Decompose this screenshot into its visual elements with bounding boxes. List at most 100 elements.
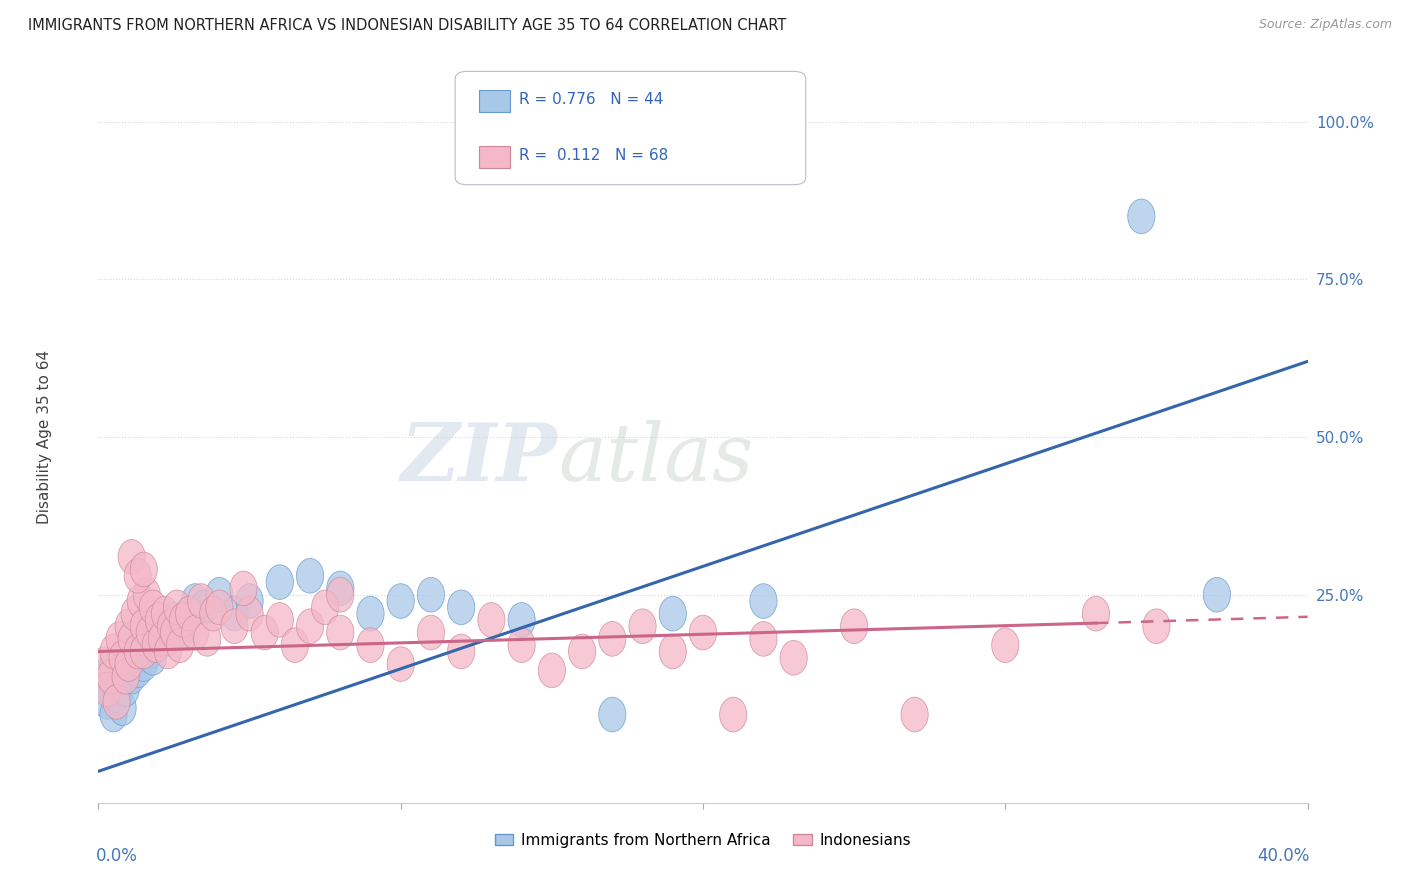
Text: ZIP: ZIP (401, 420, 558, 498)
Ellipse shape (387, 583, 415, 618)
Ellipse shape (749, 583, 778, 618)
Ellipse shape (326, 577, 354, 612)
Ellipse shape (478, 603, 505, 637)
Ellipse shape (100, 647, 127, 681)
Ellipse shape (97, 672, 124, 706)
Ellipse shape (166, 615, 194, 650)
Ellipse shape (155, 634, 181, 669)
Ellipse shape (110, 653, 136, 688)
Ellipse shape (136, 634, 163, 669)
Ellipse shape (841, 609, 868, 644)
Ellipse shape (97, 659, 124, 694)
Ellipse shape (205, 590, 233, 624)
Ellipse shape (131, 552, 157, 587)
Ellipse shape (326, 571, 354, 606)
Ellipse shape (418, 615, 444, 650)
Ellipse shape (599, 698, 626, 731)
Ellipse shape (689, 615, 717, 650)
Ellipse shape (100, 698, 127, 731)
Ellipse shape (94, 684, 121, 719)
Ellipse shape (297, 558, 323, 593)
Ellipse shape (720, 698, 747, 731)
Ellipse shape (221, 609, 247, 644)
Ellipse shape (124, 634, 152, 669)
Ellipse shape (659, 596, 686, 631)
Ellipse shape (357, 596, 384, 631)
Ellipse shape (200, 596, 226, 631)
Ellipse shape (387, 647, 415, 681)
Ellipse shape (326, 615, 354, 650)
Ellipse shape (1143, 609, 1170, 644)
Ellipse shape (568, 634, 596, 669)
Ellipse shape (118, 659, 145, 694)
Ellipse shape (266, 603, 294, 637)
Ellipse shape (749, 622, 778, 657)
Ellipse shape (121, 634, 148, 669)
Ellipse shape (134, 622, 160, 657)
Ellipse shape (127, 628, 155, 663)
Ellipse shape (112, 659, 139, 694)
Ellipse shape (148, 622, 176, 657)
Ellipse shape (152, 596, 179, 631)
Ellipse shape (131, 634, 157, 669)
Ellipse shape (166, 628, 194, 663)
Ellipse shape (991, 628, 1019, 663)
Text: 40.0%: 40.0% (1257, 847, 1310, 864)
Ellipse shape (780, 640, 807, 675)
Ellipse shape (91, 659, 118, 694)
Text: R =  0.112   N = 68: R = 0.112 N = 68 (519, 148, 668, 163)
Ellipse shape (103, 678, 131, 713)
Ellipse shape (628, 609, 657, 644)
FancyBboxPatch shape (479, 90, 509, 112)
Ellipse shape (152, 609, 179, 644)
Ellipse shape (418, 577, 444, 612)
Ellipse shape (145, 603, 173, 637)
Ellipse shape (121, 596, 148, 631)
Ellipse shape (901, 698, 928, 731)
Ellipse shape (134, 577, 160, 612)
Ellipse shape (1204, 577, 1230, 612)
Ellipse shape (91, 647, 118, 681)
Text: IMMIGRANTS FROM NORTHERN AFRICA VS INDONESIAN DISABILITY AGE 35 TO 64 CORRELATIO: IMMIGRANTS FROM NORTHERN AFRICA VS INDON… (28, 18, 786, 33)
Ellipse shape (447, 634, 475, 669)
FancyBboxPatch shape (456, 71, 806, 185)
Ellipse shape (170, 603, 197, 637)
Ellipse shape (131, 609, 157, 644)
Text: 0.0%: 0.0% (96, 847, 138, 864)
Ellipse shape (94, 672, 121, 706)
Ellipse shape (136, 615, 163, 650)
Ellipse shape (508, 603, 536, 637)
Ellipse shape (160, 615, 187, 650)
Ellipse shape (115, 640, 142, 675)
FancyBboxPatch shape (479, 146, 509, 168)
Text: R = 0.776   N = 44: R = 0.776 N = 44 (519, 92, 664, 107)
Ellipse shape (103, 684, 131, 719)
Ellipse shape (163, 590, 191, 624)
Ellipse shape (194, 622, 221, 657)
Ellipse shape (659, 634, 686, 669)
Text: Source: ZipAtlas.com: Source: ZipAtlas.com (1258, 18, 1392, 31)
Ellipse shape (110, 691, 136, 725)
Ellipse shape (266, 565, 294, 599)
Text: atlas: atlas (558, 420, 754, 498)
Ellipse shape (297, 609, 323, 644)
Ellipse shape (205, 577, 233, 612)
Ellipse shape (157, 609, 184, 644)
Ellipse shape (221, 596, 247, 631)
Ellipse shape (115, 609, 142, 644)
Ellipse shape (181, 615, 208, 650)
Ellipse shape (155, 622, 181, 657)
Ellipse shape (160, 603, 187, 637)
Ellipse shape (118, 540, 145, 574)
Ellipse shape (281, 628, 308, 663)
Ellipse shape (139, 590, 166, 624)
Ellipse shape (139, 640, 166, 675)
Ellipse shape (110, 640, 136, 675)
Ellipse shape (112, 672, 139, 706)
Ellipse shape (599, 622, 626, 657)
Ellipse shape (236, 583, 263, 618)
Ellipse shape (176, 596, 202, 631)
Ellipse shape (538, 653, 565, 688)
Ellipse shape (142, 628, 170, 663)
Ellipse shape (105, 665, 134, 700)
